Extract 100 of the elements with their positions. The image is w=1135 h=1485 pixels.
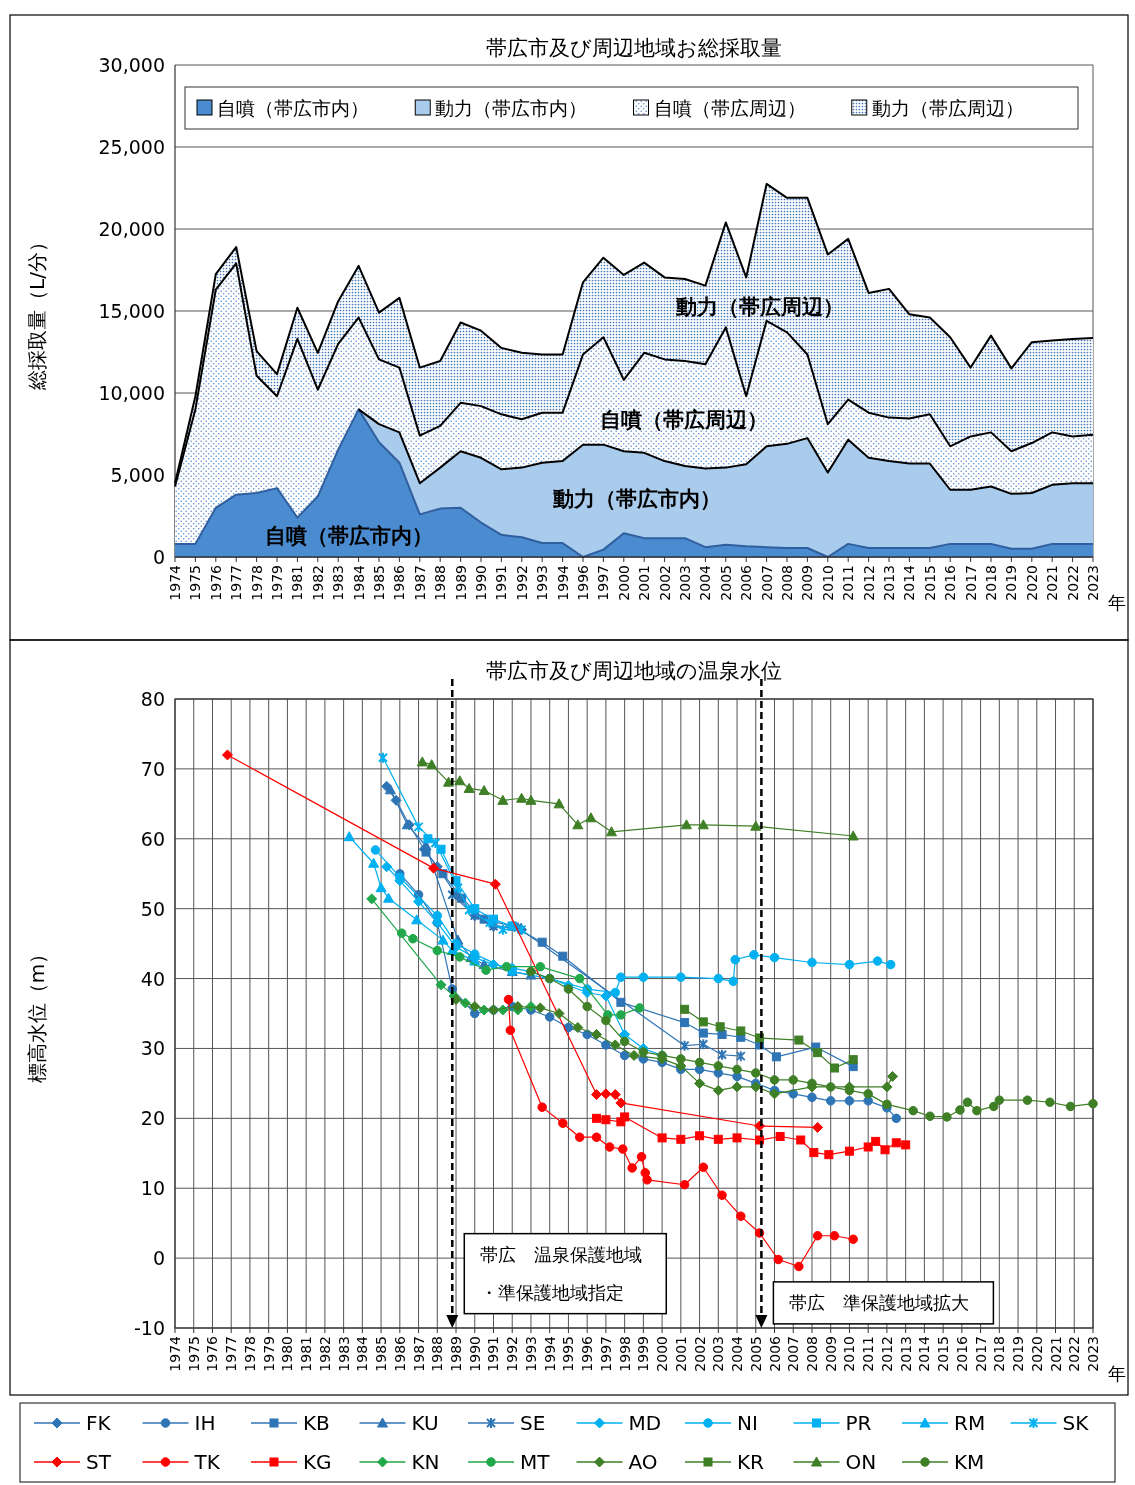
y-axis-title: 標高水位（m） [25,943,49,1084]
y-tick-label: 60 [140,827,165,850]
y-tick-label: 5,000 [110,464,165,486]
x-tick-label: 2007 [758,565,775,601]
legend-label: 動力（帯広市内） [435,97,588,119]
x-tick-label: 2018 [991,1336,1008,1372]
x-tick-label: 2020 [1023,565,1040,601]
x-tick-label: 2011 [860,1336,877,1372]
x-tick-label: 2018 [983,565,999,601]
y-tick-label: 10 [140,1177,165,1200]
legend-label: 自噴（帯広市内） [217,97,369,119]
legend-label: 自噴（帯広周辺） [653,97,806,119]
x-tick-label: 2010 [819,565,836,601]
x-tick-label: 1992 [513,565,530,601]
x-tick-label: 2004 [697,564,714,601]
x-tick-label: 2004 [729,1335,746,1372]
x-tick-label: 1996 [579,1335,596,1372]
x-tick-label: 1980 [279,1336,296,1372]
x-tick-label: 1986 [391,1335,408,1372]
x-tick-label: 1978 [248,565,265,601]
legend-label: SE [520,1411,546,1435]
legend-label: ST [86,1450,112,1474]
legend-label: ON [845,1450,877,1474]
legend-label: KB [303,1411,330,1435]
legend-label: RM [954,1411,986,1435]
y-tick-label: 80 [140,688,165,710]
x-tick-label: 2016 [953,1335,970,1372]
x-tick-label: 2022 [1066,1336,1083,1372]
x-tick-label: 1988 [429,1336,446,1372]
legend-label: KR [737,1450,765,1474]
x-tick-label: 2011 [840,565,857,601]
x-tick-label: 1997 [597,1336,614,1372]
x-tick-label: 2002 [656,565,673,601]
x-tick-label: 1993 [534,565,551,601]
x-tick-label: 1976 [207,564,224,601]
annotation: 動力（帯広市内） [551,486,721,511]
x-tick-label: 2007 [785,1336,802,1372]
legend-label: SK [1062,1411,1090,1435]
chart-title: 帯広市及び周辺地域お総採取量 [486,36,782,60]
x-tick-label: 2000 [654,1336,671,1372]
legend-label: FK [86,1411,112,1435]
legend-label: KN [411,1450,440,1474]
x-tick-label: 1979 [269,565,285,601]
legend-label: PR [845,1411,872,1435]
legend-label: IH [194,1411,216,1435]
x-tick-label: 2001 [672,1336,689,1372]
chart-title: 帯広市及び周辺地域の温泉水位 [486,659,782,683]
x-tick-label: 1978 [241,1336,258,1372]
x-axis-title: 年 [1108,1363,1126,1384]
x-tick-label: 1974 [167,1335,183,1372]
x-tick-label: 1997 [595,565,612,601]
x-axis-title: 年 [1108,592,1126,613]
legend-label: KG [303,1450,332,1474]
x-tick-label: 2023 [1085,565,1101,601]
x-tick-label: 2008 [803,1336,820,1372]
legend-label: AO [628,1450,658,1474]
y-tick-label: 25,000 [98,136,165,158]
y-tick-label: 50 [140,897,165,920]
x-tick-label: 1977 [228,565,245,601]
x-tick-label: 1992 [504,1336,521,1372]
x-tick-label: 2005 [717,565,734,601]
x-tick-label: 2022 [1064,565,1081,601]
x-tick-label: 1981 [298,1336,315,1372]
legend-label: NI [737,1411,758,1435]
x-tick-label: 2019 [1003,565,1020,601]
y-tick-label: 0 [152,1247,165,1270]
x-tick-label: 2003 [677,565,693,601]
legend-label: KU [411,1411,439,1435]
x-tick-label: 2005 [747,1336,764,1372]
y-tick-label: 10,000 [98,382,165,404]
x-tick-label: 1989 [448,1336,465,1372]
x-tick-label: 1988 [432,565,449,601]
x-tick-label: 1977 [223,1336,240,1372]
ref-line-label: 帯広 準保護地域拡大 [789,1291,970,1313]
y-tick-label: -10 [133,1317,165,1339]
x-tick-label: 1981 [289,565,306,601]
x-tick-label: 1976 [204,1335,221,1372]
x-tick-label: 1998 [616,1336,633,1372]
x-tick-label: 1984 [350,564,367,601]
x-tick-label: 2012 [878,1336,895,1372]
legend-label: MT [520,1450,551,1474]
x-tick-label: 2008 [779,565,795,601]
x-tick-label: 1991 [485,1336,502,1372]
x-tick-label: 1984 [354,1335,371,1372]
x-tick-label: 1974 [167,564,183,601]
x-tick-label: 1982 [316,1336,333,1372]
annotation: 自噴（帯広市内） [265,523,434,548]
x-tick-label: 2013 [897,1336,914,1372]
x-tick-label: 2006 [766,1335,783,1372]
x-tick-label: 1975 [185,1336,202,1372]
x-tick-label: 1994 [554,564,571,601]
x-tick-label: 1989 [452,565,469,601]
x-tick-label: 1986 [391,564,408,601]
x-tick-label: 1990 [466,1336,483,1372]
x-tick-label: 2009 [822,1336,839,1372]
x-tick-label: 2013 [881,565,897,601]
x-tick-label: 2001 [636,565,653,601]
y-tick-label: 20,000 [98,218,165,240]
x-tick-label: 1991 [493,565,510,601]
y-tick-label: 20 [140,1107,165,1130]
